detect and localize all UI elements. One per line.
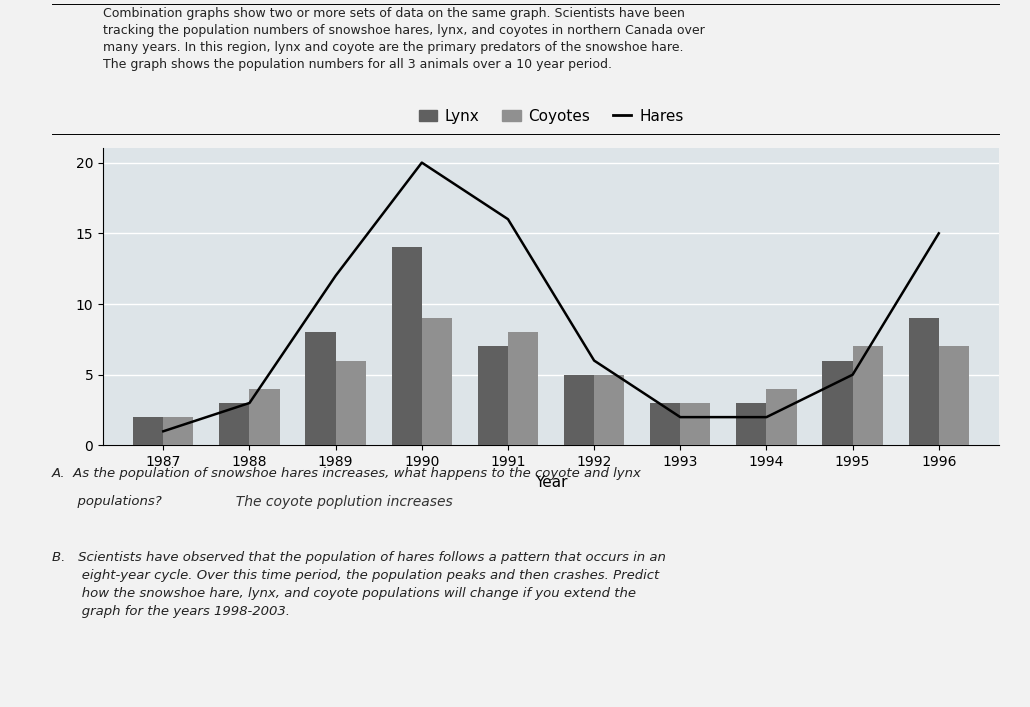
Bar: [594, 375, 624, 445]
Bar: [650, 403, 680, 445]
Bar: [219, 403, 249, 445]
Text: populations?: populations?: [52, 495, 162, 508]
Text: Combination graphs show two or more sets of data on the same graph. Scientists h: Combination graphs show two or more sets…: [103, 7, 705, 71]
Hares: [502, 215, 514, 223]
Bar: [391, 247, 422, 445]
Bar: [306, 332, 336, 445]
Bar: [249, 389, 279, 445]
Hares: [760, 413, 772, 421]
Bar: [508, 332, 538, 445]
Bar: [422, 318, 452, 445]
Bar: [736, 403, 766, 445]
Line: Hares: Hares: [164, 163, 938, 431]
Hares: [932, 229, 945, 238]
Bar: [908, 318, 938, 445]
Bar: [133, 417, 164, 445]
Hares: [416, 158, 428, 167]
Hares: [158, 427, 170, 436]
Hares: [243, 399, 255, 407]
Bar: [938, 346, 969, 445]
Hares: [588, 356, 600, 365]
Bar: [478, 346, 508, 445]
Hares: [674, 413, 686, 421]
Bar: [823, 361, 853, 445]
Bar: [680, 403, 711, 445]
X-axis label: Year: Year: [535, 474, 568, 490]
Hares: [847, 370, 859, 379]
Text: The coyote poplution increases: The coyote poplution increases: [227, 495, 452, 509]
Hares: [330, 271, 342, 280]
Bar: [564, 375, 594, 445]
Bar: [336, 361, 366, 445]
Text: A.  As the population of snowshoe hares increases, what happens to the coyote an: A. As the population of snowshoe hares i…: [52, 467, 642, 479]
Bar: [853, 346, 883, 445]
Legend: Lynx, Coyotes, Hares: Lynx, Coyotes, Hares: [413, 103, 689, 130]
Bar: [164, 417, 194, 445]
Bar: [766, 389, 796, 445]
Text: B.   Scientists have observed that the population of hares follows a pattern tha: B. Scientists have observed that the pop…: [52, 551, 665, 619]
